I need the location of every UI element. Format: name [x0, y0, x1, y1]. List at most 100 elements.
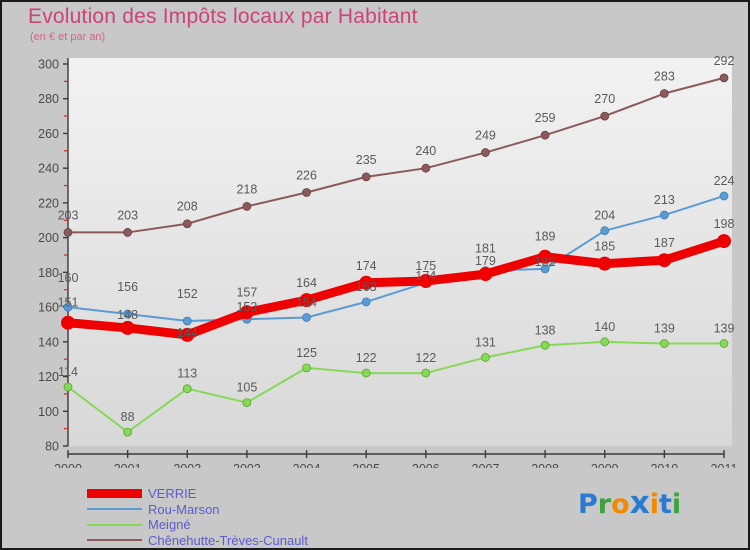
data-point-label: 218 [236, 182, 257, 196]
y-axis-tick-label: 120 [38, 370, 59, 384]
data-point-label: 270 [594, 92, 615, 106]
legend-item-rou-marson[interactable]: Rou-Marson [87, 502, 308, 518]
proxiti-logo[interactable]: Proxiti [578, 485, 681, 521]
data-point[interactable] [302, 363, 311, 373]
x-axis-tick-label: 2004 [293, 462, 321, 468]
data-point[interactable] [242, 398, 252, 407]
data-point-label: 213 [654, 193, 675, 207]
logo-letter: x [629, 485, 650, 521]
data-point-label: 182 [535, 255, 556, 269]
data-point[interactable] [478, 267, 493, 282]
data-point-label: 204 [594, 209, 615, 223]
data-point[interactable] [299, 293, 314, 308]
data-point-label: 156 [117, 280, 138, 294]
data-point-label: 152 [177, 287, 198, 301]
data-point[interactable] [600, 337, 610, 347]
data-point[interactable] [361, 368, 371, 378]
x-axis-tick-label: 2006 [412, 462, 440, 468]
data-point[interactable] [361, 172, 371, 182]
data-point[interactable] [242, 201, 252, 211]
data-point-label: 198 [714, 217, 735, 231]
data-point-label: 122 [415, 351, 436, 365]
data-point[interactable] [302, 188, 311, 197]
legend-label: Rou-Marson [148, 501, 220, 517]
data-point-label: 157 [236, 285, 257, 299]
x-axis-tick-label: 2007 [472, 462, 500, 468]
series-rou-marson [63, 191, 729, 326]
data-point[interactable] [540, 130, 550, 140]
data-point[interactable] [182, 316, 192, 326]
legend-item-ch-nehutte-tr-ves-cunault[interactable]: Chênehutte-Trèves-Cunault [87, 533, 308, 549]
y-axis-tick-label: 220 [38, 196, 59, 210]
chart-legend: VERRIE Rou-Marson Meigné Chênehutte-Trèves-… [87, 486, 308, 548]
legend-item-meign[interactable]: Meigné [87, 517, 308, 533]
data-point-label: 140 [594, 320, 615, 334]
series-line [67, 194, 725, 322]
data-point-label: 259 [535, 111, 556, 125]
data-point[interactable] [302, 313, 311, 322]
data-point-label: 235 [356, 153, 377, 167]
y-axis-tick-label: 180 [38, 266, 59, 280]
legend-label: Chênehutte-Trèves-Cunault [148, 532, 308, 548]
data-point[interactable] [481, 353, 490, 362]
data-point-label: 181 [475, 242, 496, 256]
data-point-label: 208 [177, 200, 198, 214]
legend-color-swatch [87, 523, 142, 526]
data-point[interactable] [180, 327, 195, 342]
data-point[interactable] [61, 315, 75, 330]
data-point[interactable] [63, 382, 73, 392]
data-point[interactable] [719, 191, 729, 201]
data-point[interactable] [657, 253, 672, 268]
logo-letter: P [578, 489, 598, 520]
data-point[interactable] [719, 73, 729, 83]
data-point[interactable] [359, 275, 374, 290]
data-point[interactable] [123, 427, 133, 437]
data-point[interactable] [123, 309, 133, 319]
data-point[interactable] [481, 148, 490, 157]
data-point-label: 138 [535, 323, 556, 337]
data-point[interactable] [421, 163, 431, 173]
data-point[interactable] [361, 297, 371, 307]
data-point[interactable] [719, 339, 729, 348]
data-point[interactable] [597, 256, 612, 271]
x-axis-tick-label: 2005 [352, 462, 380, 468]
y-axis-tick-label: 200 [38, 231, 59, 245]
data-point-label: 105 [236, 381, 257, 395]
legend-color-swatch [87, 489, 142, 499]
data-point[interactable] [421, 368, 431, 378]
data-point[interactable] [418, 274, 433, 289]
chart-subtitle: (en € et par an) [30, 31, 106, 43]
y-axis: 80 100 120 140 160 180 200 220 240 260 280 300 [38, 58, 69, 454]
data-point[interactable] [182, 384, 192, 394]
data-point[interactable] [600, 111, 610, 121]
data-point-label: 88 [121, 410, 135, 424]
line-chart: 8010012014016018020022024026028030020002… [38, 54, 737, 468]
data-point[interactable] [239, 305, 254, 320]
data-point-label: 154 [296, 296, 317, 310]
legend-item-verrie[interactable]: VERRIE [87, 486, 308, 502]
x-axis-tick-label: 2000 [54, 462, 82, 468]
data-point[interactable] [63, 302, 73, 312]
data-point[interactable] [659, 210, 669, 220]
series-meign [63, 337, 729, 437]
data-point[interactable] [63, 228, 73, 237]
data-point-label: 139 [654, 322, 675, 336]
logo-letter: i [671, 489, 682, 520]
data-point-label: 153 [236, 300, 257, 314]
data-point[interactable] [540, 264, 550, 274]
data-point[interactable] [120, 320, 135, 335]
data-point[interactable] [717, 234, 731, 249]
data-point[interactable] [659, 339, 669, 348]
data-point[interactable] [659, 89, 669, 98]
data-point[interactable] [182, 219, 192, 229]
data-point[interactable] [600, 226, 610, 236]
data-point-label: 113 [177, 367, 197, 381]
data-point[interactable] [538, 249, 553, 264]
series-line [63, 236, 729, 340]
y-axis-tick-label: 160 [38, 301, 59, 315]
data-point[interactable] [123, 228, 133, 237]
x-axis-tick-label: 2008 [531, 462, 559, 468]
data-point-label: 224 [714, 174, 735, 188]
data-point[interactable] [540, 340, 550, 350]
